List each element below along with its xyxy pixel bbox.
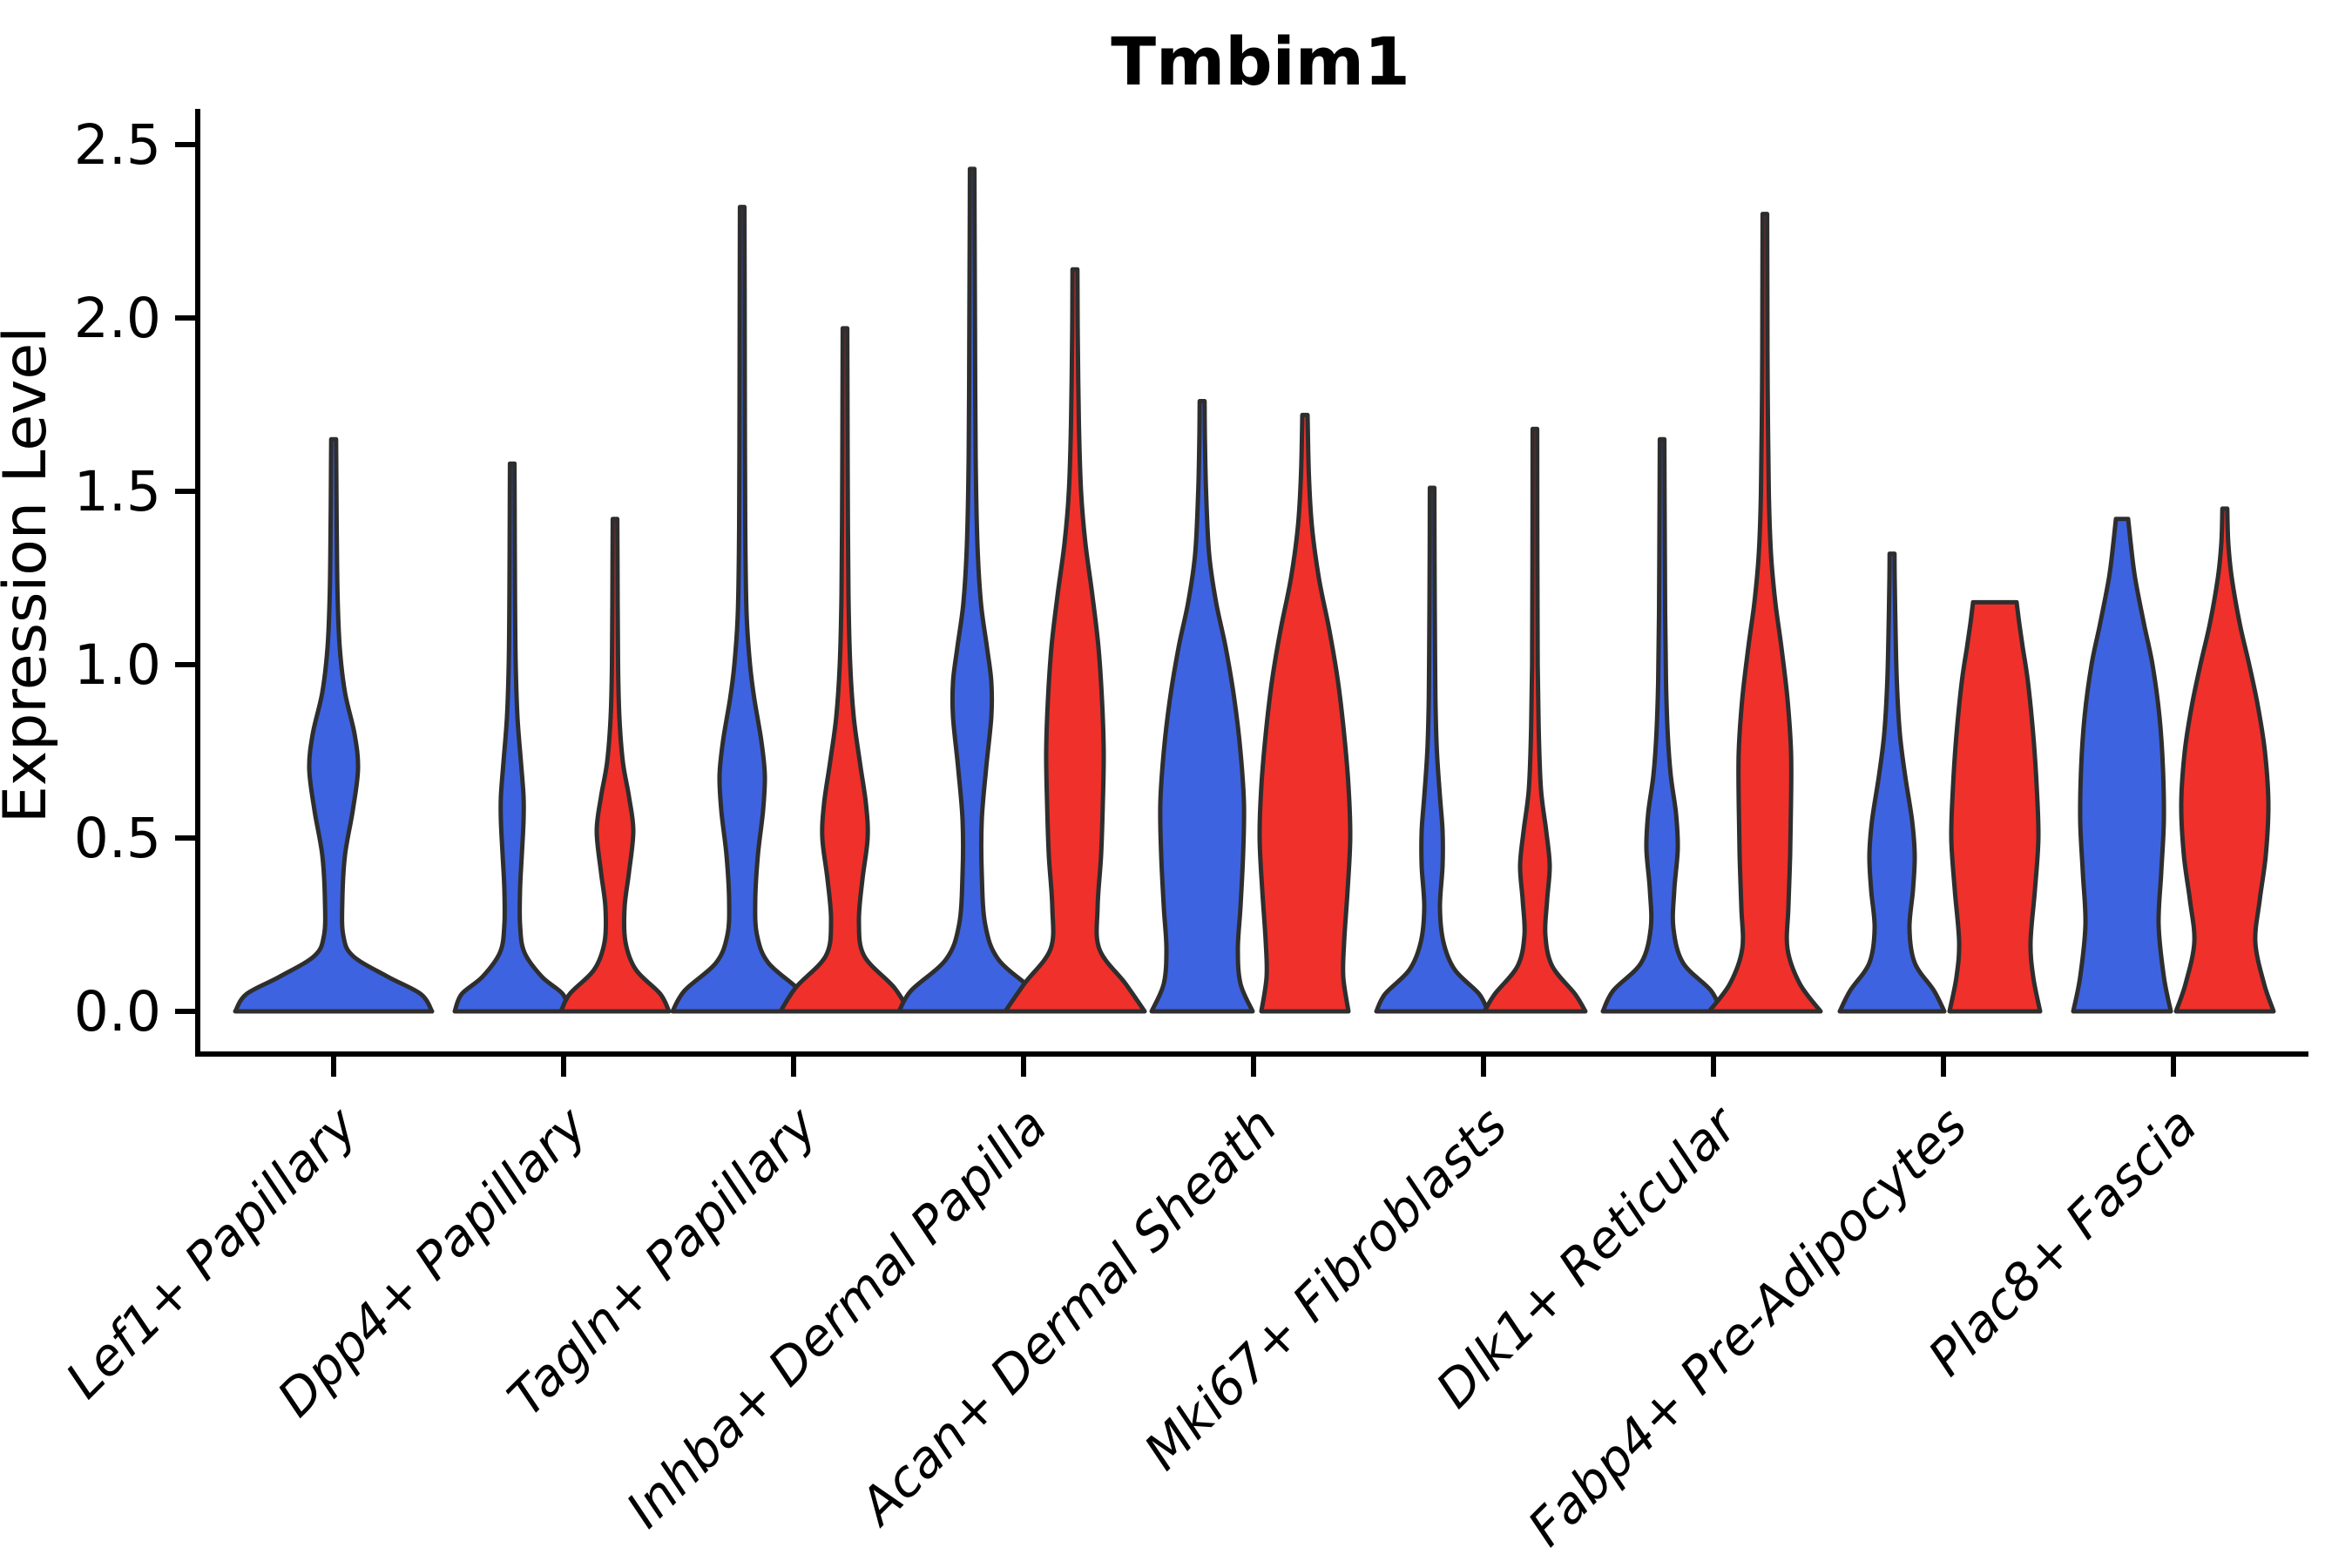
y-axis-label: Expression Level (0, 327, 60, 823)
violin-mki67-fibroblasts-blue (1374, 485, 1490, 1014)
violin-mki67-fibroblasts-red (1482, 426, 1588, 1014)
y-tick-label: 0.5 (74, 807, 161, 870)
y-tick-label: 2.0 (74, 287, 161, 350)
violin-fabp4-pre-adipocytes-red (1947, 599, 2043, 1014)
violin-inhba-dermal-papilla-red (1003, 267, 1147, 1014)
violin-inhba-dermal-papilla-blue (896, 166, 1048, 1014)
x-tick-label-acan-dermal-sheath: Acan+ Dermal Sheath (846, 1096, 1288, 1538)
chart-title: Tmbim1 (1111, 23, 1410, 100)
y-tick-label: 1.0 (74, 633, 161, 697)
x-tick-label-inhba-dermal-papilla: Inhba+ Dermal Papilla (615, 1096, 1058, 1539)
violin-dlk1-reticular-blue (1600, 436, 1724, 1014)
violin-fabp4-pre-adipocytes-blue (1837, 551, 1947, 1014)
y-tick-label: 0.0 (74, 980, 161, 1044)
violin-plac8-fascia-blue (2071, 517, 2173, 1014)
violin-tagln-papillary-blue (670, 205, 814, 1014)
x-tick-label-fabp4-pre-adipocytes: Fabp4+ Pre-Adipocytes (1517, 1096, 1978, 1558)
violin-acan-dermal-sheath-blue (1149, 399, 1255, 1014)
violin-dlk1-reticular-red (1707, 212, 1823, 1014)
y-tick-label: 2.5 (74, 113, 161, 177)
violin-lef1-papillary-blue (233, 436, 435, 1014)
y-tick-label: 1.5 (74, 460, 161, 524)
violin-dpp4-papillary-blue (452, 461, 572, 1014)
y-axis-ticks: 0.0 0.5 1.0 1.5 2.0 2.5 (74, 113, 198, 1044)
violin-acan-dermal-sheath-red (1257, 412, 1353, 1014)
violin-tagln-papillary-red (778, 326, 912, 1014)
violin-plac8-fascia-red (2173, 506, 2276, 1014)
violin-dpp4-papillary-red (558, 517, 672, 1014)
violins-layer (233, 166, 2276, 1014)
